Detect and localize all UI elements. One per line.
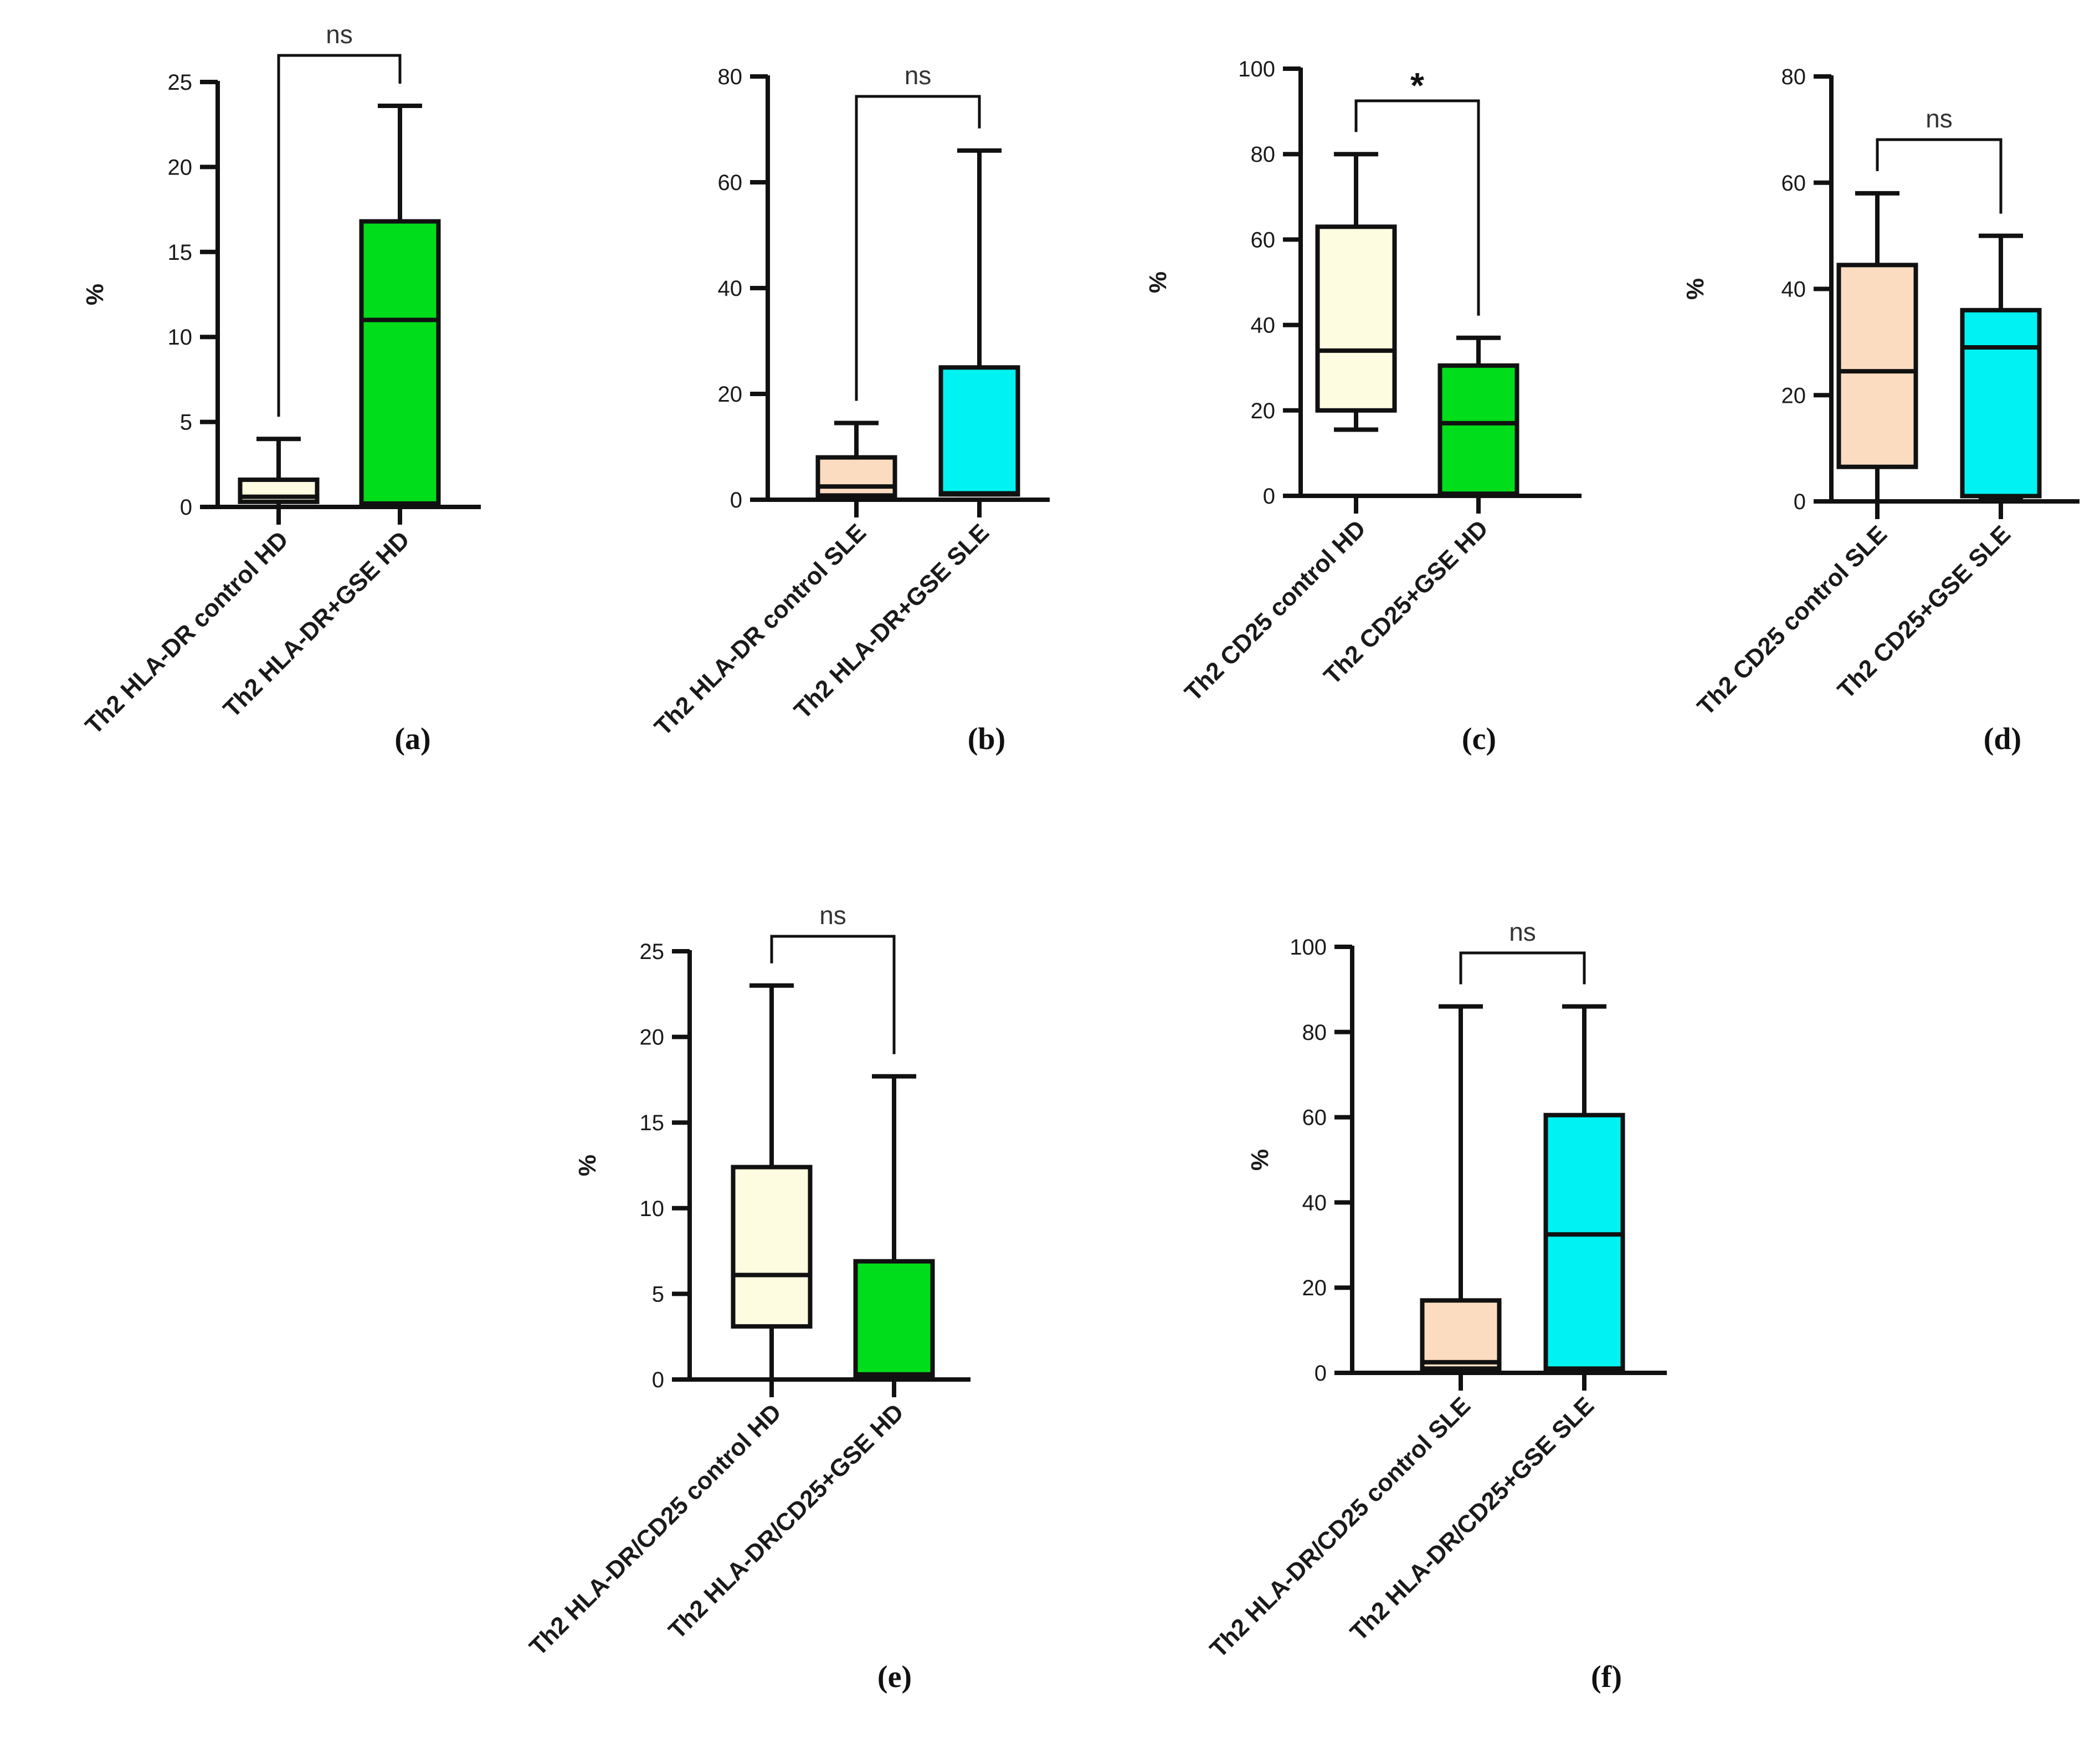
y-tick-label: 0 bbox=[180, 495, 192, 520]
panel-f: 0 20 40 60 80 100% Th2 HLA-DR/CD25 control SLE… bbox=[1205, 917, 1667, 1694]
y-tick-label: 25 bbox=[168, 70, 193, 95]
y-tick-label: 60 bbox=[718, 171, 743, 195]
significance-bracket bbox=[855, 95, 981, 401]
y-axis-label: % bbox=[574, 1155, 601, 1176]
y-tick-label: 20 bbox=[1302, 1276, 1327, 1300]
y-axis-label: % bbox=[81, 284, 109, 305]
y-axis-label: % bbox=[1144, 271, 1172, 293]
y-axis-label: % bbox=[1246, 1149, 1274, 1171]
y-tick-label: 20 bbox=[168, 155, 193, 180]
y-tick-label: 100 bbox=[1290, 935, 1327, 960]
y-tick-label: 80 bbox=[1302, 1021, 1327, 1045]
category-label: Th2 HLA-DR/CD25+GSE SLE bbox=[1345, 1392, 1599, 1646]
y-tick-label: 0 bbox=[1315, 1361, 1327, 1386]
y-tick-label: 60 bbox=[1302, 1106, 1327, 1130]
significance-label: ns bbox=[819, 901, 846, 930]
y-tick-label: 80 bbox=[1251, 142, 1276, 167]
y-tick-label: 0 bbox=[1794, 490, 1806, 514]
category-label: Th2 HLA-DR control HD bbox=[80, 526, 294, 740]
panel-e: 0 5 10 15 20 25% Th2 HLA-DR/CD25 control HDTh2… bbox=[524, 901, 971, 1694]
y-axis-label: % bbox=[1682, 278, 1709, 300]
significance-label: * bbox=[1410, 65, 1424, 105]
y-tick-label: 25 bbox=[640, 940, 665, 964]
significance-bracket bbox=[770, 935, 896, 1054]
panel-letter: (b) bbox=[968, 722, 1005, 756]
y-tick-label: 20 bbox=[640, 1025, 665, 1050]
box-control bbox=[731, 1165, 813, 1329]
y-tick-label: 80 bbox=[1781, 65, 1806, 89]
box-control bbox=[1420, 1298, 1502, 1371]
y-tick-label: 100 bbox=[1238, 57, 1275, 81]
y-tick-label: 40 bbox=[1251, 314, 1276, 338]
panel-letter: (c) bbox=[1462, 722, 1496, 756]
significance-label: ns bbox=[326, 20, 353, 49]
y-tick-label: 20 bbox=[1251, 399, 1276, 423]
significance-bracket bbox=[1354, 99, 1480, 316]
significance-bracket bbox=[1459, 951, 1586, 984]
y-tick-label: 40 bbox=[1302, 1191, 1327, 1215]
y-tick-label: 0 bbox=[730, 488, 742, 512]
y-tick-label: 15 bbox=[640, 1111, 665, 1135]
y-tick-label: 5 bbox=[652, 1282, 664, 1306]
box-control bbox=[815, 455, 897, 498]
y-tick-label: 0 bbox=[652, 1368, 664, 1392]
category-label: Th2 HLA-DR/CD25+GSE HD bbox=[664, 1398, 909, 1644]
box-gse bbox=[1437, 363, 1519, 496]
y-tick-label: 20 bbox=[718, 382, 743, 407]
y-tick-label: 40 bbox=[718, 276, 743, 301]
box-gse bbox=[1960, 307, 2042, 499]
y-tick-label: 40 bbox=[1781, 278, 1806, 302]
box-control bbox=[1315, 224, 1397, 413]
y-tick-label: 0 bbox=[1263, 484, 1275, 509]
y-tick-label: 10 bbox=[640, 1197, 665, 1221]
panel-letter: (d) bbox=[1984, 722, 2021, 756]
significance-label: ns bbox=[1926, 104, 1953, 133]
significance-label: ns bbox=[905, 61, 932, 90]
panel-letter: (e) bbox=[877, 1660, 912, 1694]
y-tick-label: 60 bbox=[1781, 171, 1806, 196]
y-tick-label: 80 bbox=[718, 65, 743, 89]
category-label: Th2 HLA-DR control SLE bbox=[649, 519, 871, 741]
y-tick-label: 10 bbox=[168, 325, 193, 350]
category-label: Th2 HLA-DR/CD25 control SLE bbox=[1205, 1392, 1476, 1663]
panel-letter: (a) bbox=[394, 722, 430, 756]
box-gse bbox=[359, 219, 441, 506]
y-tick-label: 20 bbox=[1781, 383, 1806, 408]
category-label: Th2 HLA-DR+GSE SLE bbox=[789, 519, 994, 724]
box-gse bbox=[853, 1259, 935, 1378]
box-gse bbox=[1543, 1112, 1625, 1371]
panel-letter: (f) bbox=[1591, 1660, 1622, 1694]
y-tick-label: 60 bbox=[1251, 228, 1276, 252]
significance-bracket bbox=[1876, 138, 2003, 214]
significance-bracket bbox=[277, 54, 402, 417]
y-tick-label: 15 bbox=[168, 240, 193, 265]
box-control bbox=[1836, 263, 1918, 469]
category-label: Th2 HLA-DR/CD25 control HD bbox=[524, 1398, 787, 1661]
y-tick-label: 5 bbox=[180, 411, 192, 435]
significance-label: ns bbox=[1509, 917, 1536, 946]
box-gse bbox=[938, 365, 1020, 497]
